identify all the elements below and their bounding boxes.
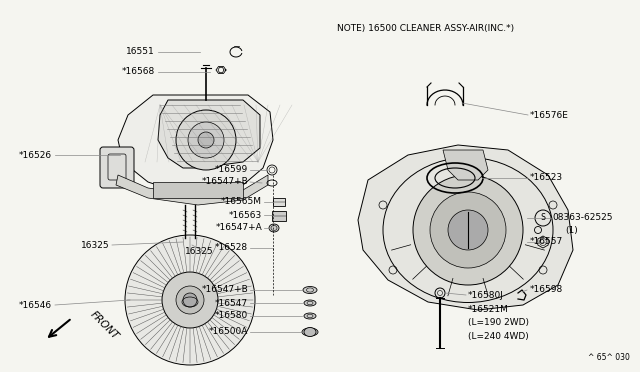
Circle shape (125, 235, 255, 365)
Circle shape (176, 286, 204, 314)
Polygon shape (358, 145, 573, 310)
Text: *16580J: *16580J (468, 291, 504, 299)
Polygon shape (158, 100, 260, 168)
Ellipse shape (302, 328, 318, 336)
Bar (272, 211, 286, 221)
Circle shape (188, 122, 224, 158)
Text: *16547+B: *16547+B (201, 177, 248, 186)
Text: *16568: *16568 (122, 67, 155, 77)
Circle shape (430, 192, 506, 268)
Circle shape (448, 210, 488, 250)
Circle shape (176, 110, 236, 170)
Text: NOTE) 16500 CLEANER ASSY-AIR(INC.*): NOTE) 16500 CLEANER ASSY-AIR(INC.*) (337, 23, 514, 32)
Circle shape (183, 293, 197, 307)
Text: *16547+B: *16547+B (201, 285, 248, 295)
Text: *16599: *16599 (215, 166, 248, 174)
Polygon shape (118, 95, 273, 192)
Text: *16526: *16526 (19, 151, 52, 160)
Text: *16500A: *16500A (209, 327, 248, 337)
Text: *16598: *16598 (530, 285, 563, 295)
Text: *16576E: *16576E (530, 110, 569, 119)
Text: (1): (1) (565, 225, 578, 234)
Text: S: S (541, 214, 545, 222)
Text: 16325: 16325 (185, 247, 214, 257)
Polygon shape (153, 182, 243, 198)
Ellipse shape (269, 224, 279, 232)
Circle shape (198, 132, 214, 148)
Text: (L=240 4WD): (L=240 4WD) (468, 331, 529, 340)
Text: *16557: *16557 (530, 237, 563, 247)
Ellipse shape (304, 300, 316, 306)
Circle shape (413, 175, 523, 285)
Text: *16547+A: *16547+A (215, 224, 262, 232)
Polygon shape (116, 175, 268, 205)
Text: 08363-62525: 08363-62525 (552, 214, 612, 222)
Text: ^ 65^ 030: ^ 65^ 030 (588, 353, 630, 362)
Polygon shape (443, 150, 488, 180)
Text: 16325: 16325 (81, 241, 110, 250)
Text: (L=190 2WD): (L=190 2WD) (468, 318, 529, 327)
Ellipse shape (304, 313, 316, 319)
Text: *16521M: *16521M (468, 305, 509, 314)
FancyBboxPatch shape (100, 147, 134, 188)
Text: *16563: *16563 (228, 211, 262, 219)
Text: 16551: 16551 (126, 48, 155, 57)
Text: *16546: *16546 (19, 301, 52, 310)
Text: *16580: *16580 (215, 311, 248, 321)
Text: *16565M: *16565M (221, 198, 262, 206)
Text: *16528: *16528 (215, 244, 248, 253)
Text: *16547: *16547 (215, 298, 248, 308)
Bar (273, 198, 285, 206)
Text: FRONT: FRONT (88, 309, 120, 341)
Circle shape (162, 272, 218, 328)
Ellipse shape (304, 327, 316, 337)
Ellipse shape (303, 286, 317, 294)
Text: *16523: *16523 (530, 173, 563, 183)
